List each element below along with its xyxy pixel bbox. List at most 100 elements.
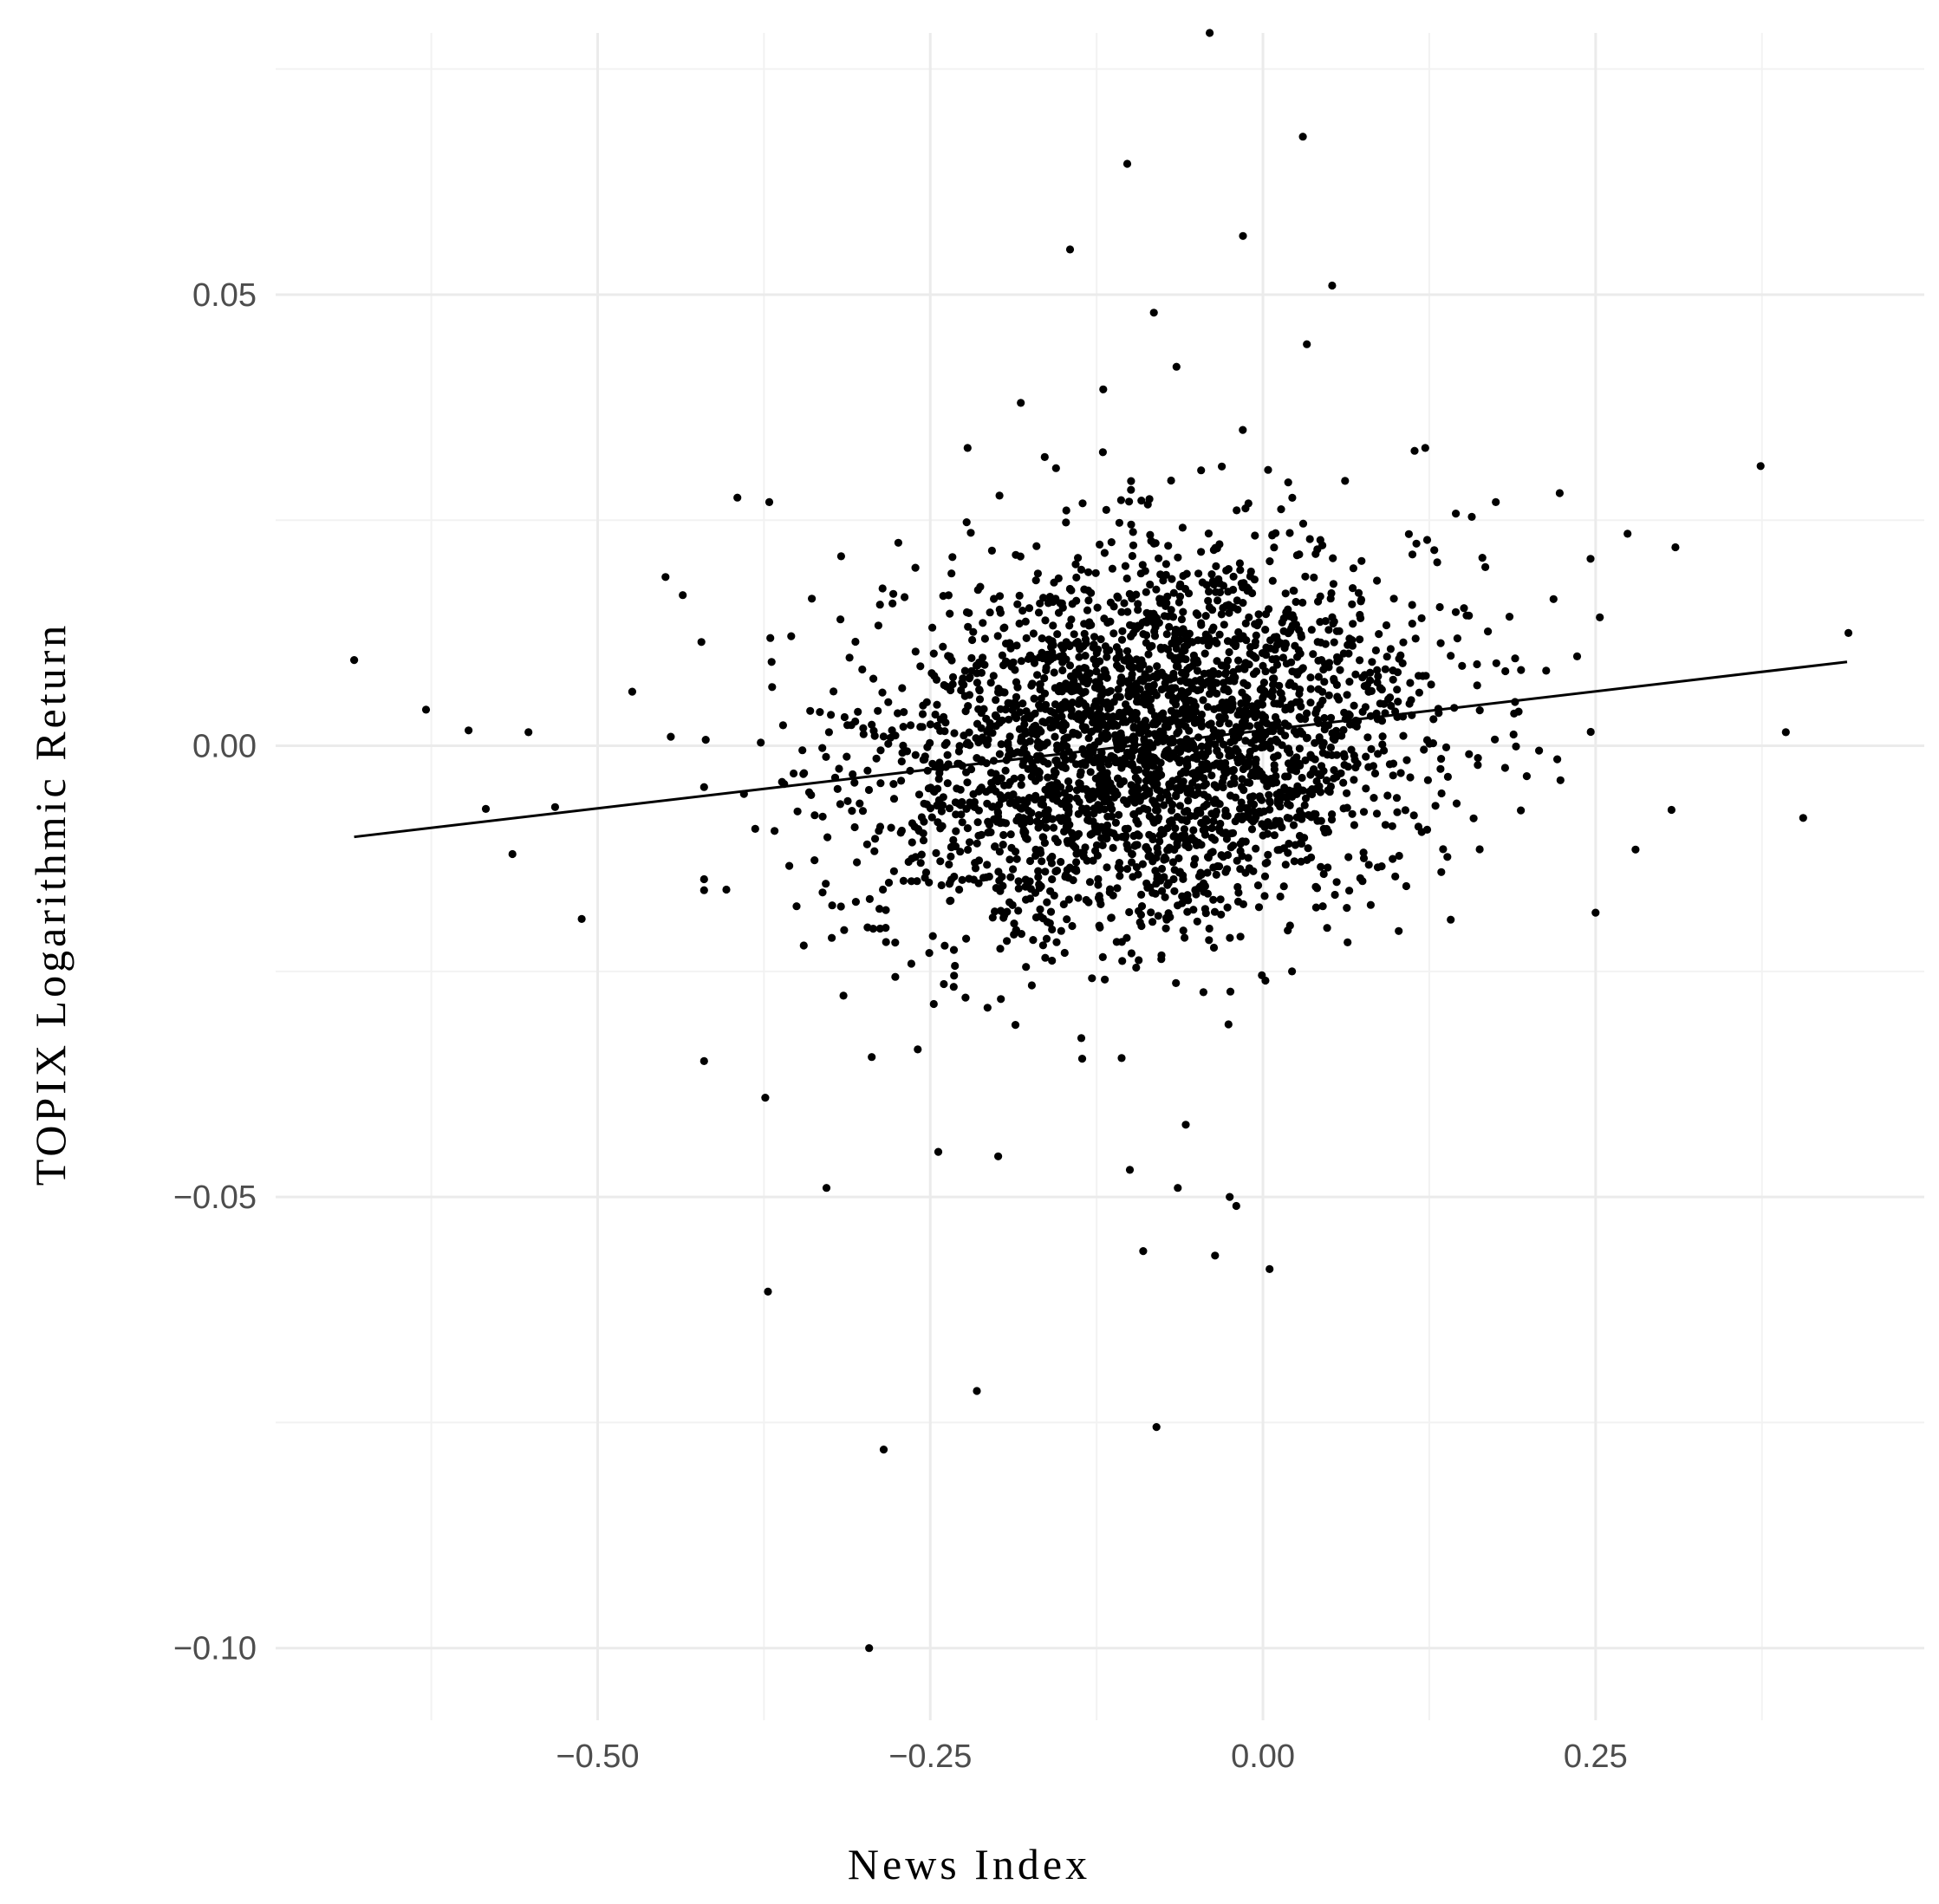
data-point — [1345, 720, 1355, 729]
data-point — [1262, 643, 1271, 652]
data-point — [1152, 585, 1161, 594]
data-point — [914, 790, 924, 799]
data-point — [1119, 777, 1128, 786]
data-point — [1465, 750, 1474, 758]
data-point — [1408, 550, 1417, 559]
data-point — [1057, 744, 1066, 752]
data-point — [1186, 712, 1194, 720]
data-point — [1116, 872, 1124, 881]
data-point — [1125, 907, 1134, 917]
data-point — [1243, 804, 1252, 813]
data-point — [969, 790, 978, 799]
data-point — [1501, 666, 1510, 676]
data-point — [925, 949, 934, 958]
data-point — [1553, 755, 1562, 764]
data-point — [1090, 804, 1099, 813]
data-point — [1244, 499, 1253, 508]
data-point — [898, 749, 907, 757]
data-point — [1402, 881, 1410, 891]
data-point — [1104, 760, 1113, 769]
data-point — [836, 902, 845, 911]
data-point — [1184, 843, 1193, 852]
data-point — [955, 885, 964, 894]
data-point — [1269, 674, 1278, 683]
data-point — [1112, 692, 1121, 701]
data-point — [1345, 634, 1354, 643]
data-point — [350, 656, 359, 665]
data-point — [865, 894, 875, 903]
y-tick-label: 0.00 — [192, 729, 257, 765]
data-point — [859, 724, 868, 732]
data-point — [1475, 706, 1484, 715]
data-point — [1289, 821, 1298, 829]
data-point — [1265, 790, 1273, 799]
data-point — [1232, 1201, 1240, 1211]
data-point — [998, 818, 1006, 827]
data-point — [1012, 855, 1021, 863]
data-point — [1066, 699, 1075, 708]
data-point — [1074, 554, 1083, 562]
data-point — [1168, 684, 1177, 692]
data-point — [1120, 796, 1129, 805]
data-point — [884, 698, 893, 706]
data-point — [1107, 538, 1116, 547]
y-axis-ticks: 0.05 0.00 −0.05 −0.10 — [173, 277, 257, 1667]
data-point — [1362, 752, 1370, 761]
data-point — [1204, 530, 1213, 538]
data-point — [1210, 781, 1219, 790]
data-point — [1156, 787, 1165, 796]
data-point — [1092, 667, 1101, 676]
data-point — [1324, 663, 1333, 672]
data-point — [1149, 309, 1158, 317]
data-point — [999, 841, 1007, 849]
data-point — [990, 595, 999, 603]
data-point — [1176, 677, 1185, 686]
data-point — [697, 638, 706, 647]
data-point — [1505, 613, 1514, 621]
data-point — [957, 686, 966, 695]
data-point — [1040, 689, 1050, 698]
data-point — [1157, 645, 1166, 653]
data-point — [1142, 639, 1150, 647]
data-point — [1040, 673, 1049, 683]
data-point — [1270, 831, 1279, 840]
data-point — [998, 716, 1006, 725]
data-point — [1141, 717, 1149, 725]
data-point — [1063, 915, 1071, 924]
data-point — [1130, 689, 1139, 698]
data-point — [701, 736, 710, 744]
data-point — [1285, 529, 1294, 537]
data-point — [1138, 561, 1147, 569]
data-point — [1340, 761, 1349, 770]
data-point — [1122, 700, 1130, 709]
data-point — [1200, 649, 1209, 658]
data-point — [1145, 495, 1154, 504]
data-point — [1474, 761, 1482, 770]
data-point — [944, 591, 953, 600]
data-point — [1266, 805, 1274, 814]
data-point — [1343, 789, 1351, 797]
data-point — [1451, 608, 1461, 616]
data-point — [998, 873, 1006, 881]
data-point — [853, 858, 862, 867]
data-point — [1204, 596, 1213, 605]
data-point — [1035, 700, 1044, 710]
data-point — [1150, 712, 1160, 720]
data-point — [1174, 656, 1182, 665]
data-point — [1305, 535, 1314, 543]
data-point — [1356, 874, 1364, 883]
data-point — [1108, 564, 1116, 573]
data-point — [1295, 831, 1305, 841]
data-point — [1343, 904, 1351, 913]
data-point — [995, 688, 1004, 697]
data-point — [1189, 826, 1198, 835]
data-point — [1191, 886, 1200, 894]
data-point — [999, 624, 1008, 633]
data-point — [1401, 806, 1409, 815]
data-point — [1184, 784, 1193, 793]
data-point — [1156, 758, 1165, 767]
data-point — [1103, 777, 1112, 787]
data-point — [965, 691, 974, 699]
data-point — [1201, 612, 1210, 621]
data-point — [875, 905, 884, 913]
